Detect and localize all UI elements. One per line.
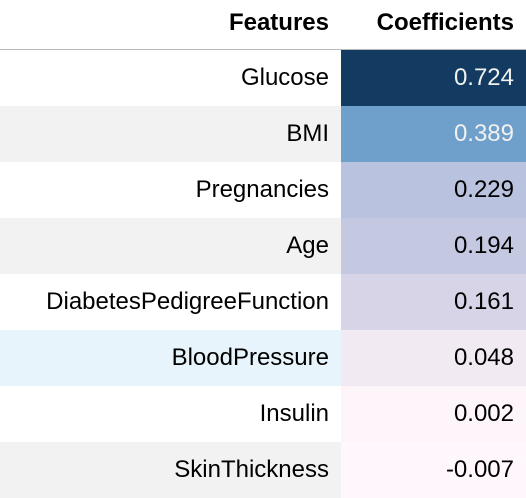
feature-name-cell: Age <box>286 232 329 259</box>
coefficient-value-cell: 0.229 <box>341 162 526 218</box>
feature-name-cell: BMI <box>286 120 329 147</box>
coefficient-value-cell: -0.007 <box>341 442 526 498</box>
table-row: Age 0.194 <box>0 218 526 274</box>
table-row: SkinThickness -0.007 <box>0 442 526 498</box>
feature-name-cell: BloodPressure <box>171 344 329 371</box>
table-row: Pregnancies 0.229 <box>0 162 526 218</box>
table-header: Features Coefficients <box>0 0 526 50</box>
coefficient-value-cell: 0.161 <box>341 274 526 330</box>
table-row: DiabetesPedigreeFunction 0.161 <box>0 274 526 330</box>
table-row: BMI 0.389 <box>0 106 526 162</box>
table-row: Glucose 0.724 <box>0 50 526 106</box>
coefficient-value-cell: 0.389 <box>341 106 526 162</box>
feature-name-cell: DiabetesPedigreeFunction <box>46 288 329 315</box>
coefficient-value-cell: 0.194 <box>341 218 526 274</box>
feature-name-cell: Glucose <box>240 64 329 91</box>
coefficients-column-header: Coefficients <box>376 9 514 36</box>
features-column-header: Features <box>228 9 329 36</box>
feature-name-cell: Insulin <box>259 400 329 427</box>
feature-name-cell: Pregnancies <box>195 176 329 203</box>
table-row: BloodPressure 0.048 <box>0 330 526 386</box>
table-row: Insulin 0.002 <box>0 386 526 442</box>
coefficient-value-cell: 0.002 <box>341 386 526 442</box>
coefficient-value-cell: 0.724 <box>341 50 526 106</box>
coefficient-value-cell: 0.048 <box>341 330 526 386</box>
table-body: Glucose 0.724 BMI 0.389 Pregnancies 0.229 Age 0… <box>0 50 526 498</box>
feature-name-cell: SkinThickness <box>174 456 329 483</box>
